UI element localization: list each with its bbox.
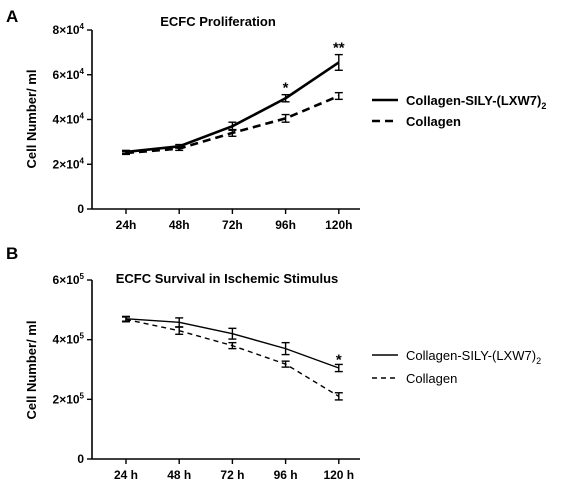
panel-a-y-tick-label: 6×104	[53, 67, 85, 82]
panel-a-tick-labels: 0 2×104 4×104 6×104 8×104 24h 48h 72h 96h 120h	[53, 22, 353, 232]
panel-b-x-tick-label: 24 h	[114, 468, 138, 480]
panel-a-x-tick-label: 48h	[169, 218, 190, 232]
panel-b-error-bar	[228, 341, 237, 350]
panel-b-letter: B	[6, 244, 18, 263]
panel-a-error-bar	[281, 93, 290, 103]
panel-b-error-bar	[281, 341, 290, 356]
panel-b-annotations: *	[336, 351, 342, 368]
panel-a-series-line-collagen-sily	[125, 61, 340, 154]
panel-a-y-tick-label: 0	[77, 202, 84, 216]
panel-a-letter: A	[6, 7, 18, 26]
panel-b-x-tick-label: 96 h	[274, 468, 298, 480]
panel-b-legend-label: Collagen-SILY-(LXW7)2	[406, 348, 541, 366]
panel-a-error-bar	[334, 53, 343, 71]
panel-b-legend: Collagen-SILY-(LXW7)2 Collagen	[372, 348, 541, 386]
panel-a-error-bar	[175, 146, 184, 152]
panel-a-significance-marker: **	[333, 40, 345, 57]
panel-b-error-bar	[122, 316, 130, 323]
panel-a-legend: Collagen-SILY-(LXW7)2 Collagen	[372, 93, 546, 129]
panel-a-x-tick-label: 24h	[116, 218, 137, 232]
panel-b-y-tick-label: 6×105	[53, 272, 85, 287]
panel-b-y-tick-label: 2×105	[53, 391, 85, 406]
panel-a-title: ECFC Proliferation	[160, 14, 276, 29]
panel-b-error-bar	[228, 327, 237, 340]
panel-a-error-bar	[122, 151, 130, 156]
panel-a-axes	[87, 29, 360, 214]
panel-a-series	[122, 53, 343, 156]
panel-b-x-tick-label: 48 h	[167, 468, 191, 480]
panel-a: A ECFC Proliferation Cell Number/ ml 0 2×…	[6, 7, 546, 232]
panel-a-x-tick-label: 120h	[325, 218, 352, 232]
panel-b-error-bar	[334, 363, 343, 373]
panel-b-significance-marker: *	[336, 351, 342, 368]
panel-b-y-axis-label: Cell Number/ ml	[24, 321, 39, 420]
panel-b-error-bar	[175, 326, 184, 335]
panel-a-y-tick-label: 2×104	[53, 156, 85, 171]
panel-b-legend-label: Collagen	[406, 371, 457, 386]
panel-a-x-tick-label: 96h	[275, 218, 296, 232]
panel-b-y-tick-label: 4×105	[53, 332, 85, 347]
panel-b: B ECFC Survival in Ischemic Stimulus Cel…	[6, 244, 541, 480]
panel-b-y-tick-label: 0	[77, 452, 84, 466]
panel-b-error-bar	[281, 360, 290, 368]
panel-a-x-tick-label: 72h	[222, 218, 243, 232]
panel-b-x-tick-label: 72 h	[220, 468, 244, 480]
panel-b-error-bar	[334, 392, 343, 401]
panel-a-error-bar	[228, 128, 237, 137]
panel-b-tick-labels: 0 2×105 4×105 6×105 24 h 48 h 72 h 96 h 120 h	[53, 272, 355, 480]
panel-b-title: ECFC Survival in Ischemic Stimulus	[116, 271, 339, 286]
panel-a-error-bar	[334, 91, 343, 101]
panel-a-legend-label: Collagen	[406, 114, 461, 129]
panel-a-error-bar	[281, 113, 290, 123]
panel-a-y-tick-label: 8×104	[53, 22, 85, 37]
panel-a-y-axis-label: Cell Number/ ml	[24, 70, 39, 169]
panel-a-significance-marker: *	[283, 80, 289, 97]
panel-b-series	[122, 315, 343, 401]
panel-a-annotations: ***	[283, 40, 345, 97]
panel-b-axes	[87, 279, 360, 464]
panel-a-legend-label: Collagen-SILY-(LXW7)2	[406, 93, 546, 111]
panel-b-x-tick-label: 120 h	[323, 468, 354, 480]
panel-a-y-tick-label: 4×104	[53, 112, 85, 127]
